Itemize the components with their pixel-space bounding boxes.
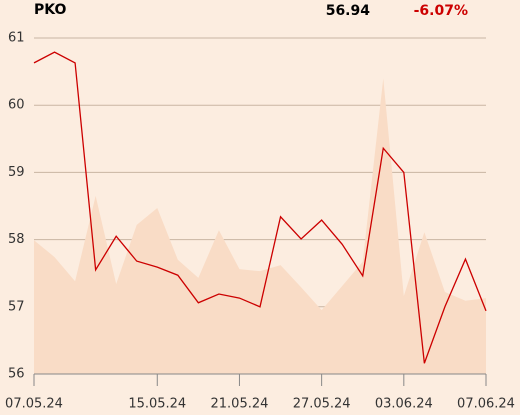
x-tick-label: 15.05.24 bbox=[128, 397, 186, 412]
y-tick-label: 56 bbox=[8, 367, 25, 382]
x-tick-label: 21.05.24 bbox=[211, 397, 269, 412]
y-tick-label: 58 bbox=[8, 232, 25, 247]
price-line bbox=[33, 51, 487, 364]
y-tick-label: 61 bbox=[8, 31, 25, 46]
x-tick-label: 07.05.24 bbox=[5, 397, 63, 412]
plot: 56 57 58 59 60 61 07.05.24 15.05.24 21.05.24 27.0… bbox=[5, 31, 515, 412]
x-tick-label: 07.06.24 bbox=[457, 397, 515, 412]
areas bbox=[34, 78, 486, 374]
lines bbox=[33, 51, 487, 364]
x-tick-label: 03.06.24 bbox=[375, 397, 433, 412]
last-price: 56.94 bbox=[326, 3, 371, 19]
change: -6.07% bbox=[414, 3, 468, 19]
ticker: PKO bbox=[34, 2, 66, 18]
y-tick-label: 60 bbox=[8, 98, 25, 113]
y-tick-label: 57 bbox=[8, 299, 25, 314]
y-tick-label: 59 bbox=[8, 165, 25, 180]
x-tick-label: 27.05.24 bbox=[293, 397, 351, 412]
area bbox=[34, 78, 486, 374]
